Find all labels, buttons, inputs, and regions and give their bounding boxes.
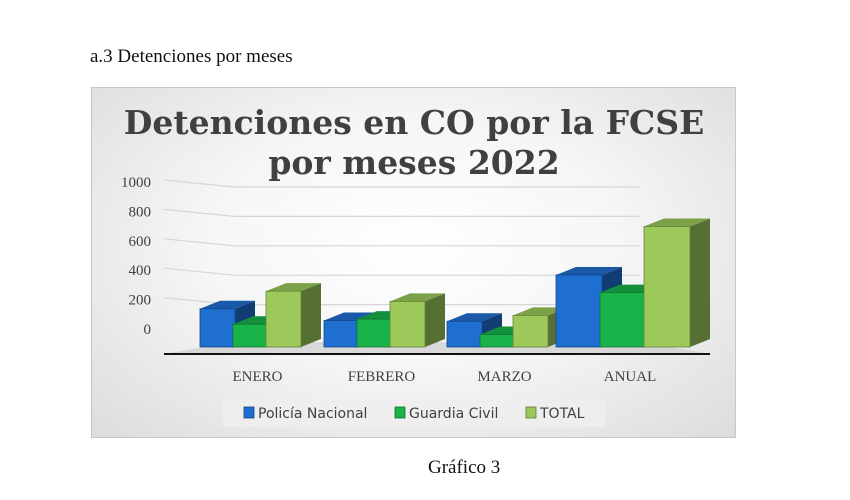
y-tick-label: 1000 xyxy=(121,175,151,191)
gridline xyxy=(163,208,640,217)
bar xyxy=(356,318,393,348)
legend-swatch xyxy=(394,406,406,419)
bar xyxy=(389,301,426,348)
bar-side xyxy=(301,283,321,347)
y-tick-label: 400 xyxy=(129,263,152,279)
bar-top xyxy=(324,312,379,321)
legend-swatch xyxy=(243,406,255,419)
legend-swatch xyxy=(525,406,537,419)
chart-title-line-2: por meses 2022 xyxy=(268,143,559,182)
bar xyxy=(479,334,516,348)
x-tick-label: MARZO xyxy=(477,369,531,385)
bar xyxy=(265,290,302,348)
x-tick-label: ENERO xyxy=(233,369,283,385)
document-heading: a.3 Detenciones por meses xyxy=(90,46,293,67)
chart-area: Detenciones en CO por la FCSE por meses … xyxy=(91,87,736,438)
legend-box xyxy=(223,399,606,427)
bar-top xyxy=(556,266,622,275)
bar xyxy=(512,314,549,348)
chart-svg: Detenciones en CO por la FCSE por meses … xyxy=(121,103,710,427)
y-tick-label: 0 xyxy=(144,322,152,338)
legend-label: TOTAL xyxy=(539,406,585,422)
bar-top xyxy=(644,218,710,227)
legend: Policía Nacional Guardia Civil TOTAL xyxy=(223,399,606,427)
bar xyxy=(555,274,603,348)
bar-top xyxy=(266,283,321,292)
bar xyxy=(199,308,236,348)
x-tick-label: FEBRERO xyxy=(348,369,416,385)
y-tick-label: 200 xyxy=(129,293,152,309)
legend-label: Policía Nacional xyxy=(258,406,367,422)
y-tick-label: 800 xyxy=(129,204,152,220)
legend-label: Guardia Civil xyxy=(409,406,498,422)
bar-side xyxy=(690,218,710,347)
bar-top xyxy=(447,313,502,322)
x-tick-label: ANUAL xyxy=(604,369,657,385)
bar-top xyxy=(200,300,255,309)
y-tick-label: 600 xyxy=(129,234,152,250)
bar xyxy=(446,320,483,348)
bar xyxy=(232,323,269,348)
bar-side xyxy=(425,293,445,347)
bar xyxy=(323,320,360,348)
bar-top xyxy=(513,307,568,316)
gridline xyxy=(163,179,640,188)
bar xyxy=(643,226,691,348)
bar-top xyxy=(390,293,445,302)
bar xyxy=(599,292,647,348)
gridline xyxy=(163,238,640,247)
chart-title-line-1: Detenciones en CO por la FCSE xyxy=(124,103,705,142)
figure-caption: Gráfico 3 xyxy=(428,457,501,478)
gridline xyxy=(163,267,640,276)
